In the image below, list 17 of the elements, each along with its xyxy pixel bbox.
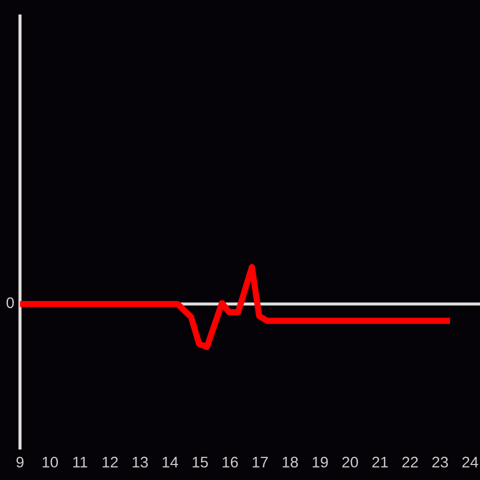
x-tick-label: 11: [73, 456, 88, 468]
x-tick-label: 10: [42, 456, 58, 468]
ref-line-label: 0: [6, 297, 14, 308]
x-tick-label: 19: [312, 456, 328, 468]
x-tick-label: 24: [462, 456, 478, 468]
x-tick-label: 21: [372, 456, 388, 468]
x-tick-label: 22: [402, 456, 418, 468]
x-tick-label: 13: [132, 456, 148, 468]
x-tick-label: 17: [252, 456, 268, 468]
x-tick-label: 12: [102, 456, 118, 468]
x-tick-label: 9: [16, 456, 24, 468]
x-tick-label: 16: [222, 456, 238, 468]
x-tick-label: 23: [432, 456, 448, 468]
x-tick-label: 15: [192, 456, 208, 468]
x-tick-label: 14: [162, 456, 178, 468]
x-tick-label: 18: [282, 456, 298, 468]
x-tick-label: 20: [342, 456, 358, 468]
